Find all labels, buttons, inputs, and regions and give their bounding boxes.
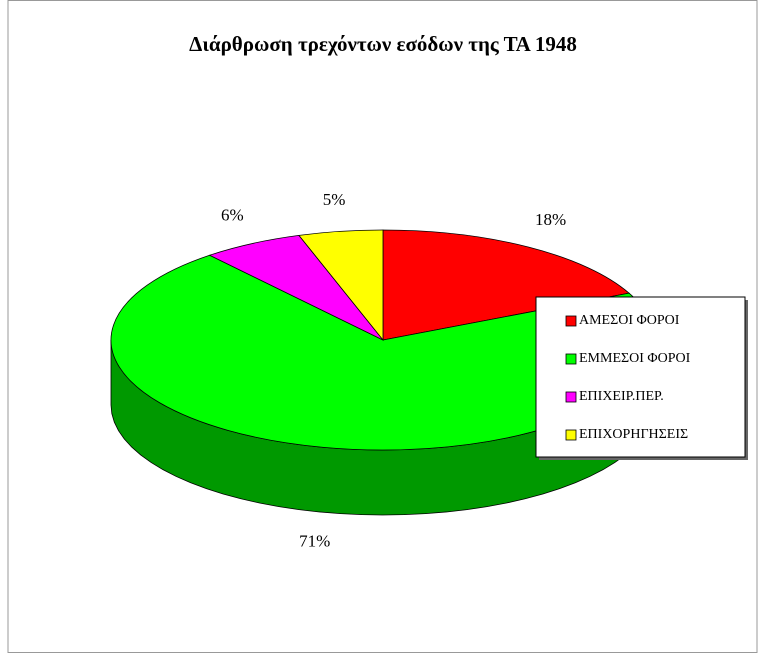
data-label: 6%	[221, 206, 244, 225]
pie-slice	[382, 229, 631, 341]
legend-label: ΕΠΙΧΟΡΗΓΗΣΕΙΣ	[579, 427, 688, 442]
legend-label: ΕΜΜΕΣΟΙ ΦΟΡΟΙ	[579, 351, 691, 366]
legend-swatch	[565, 315, 577, 327]
legend-swatch	[565, 429, 577, 441]
data-label: 5%	[323, 190, 346, 209]
legend-label: ΕΠΙΧΕΙΡ.ΠΕΡ.	[579, 389, 664, 404]
data-label: 71%	[299, 531, 330, 550]
legend-swatch	[565, 353, 577, 365]
data-label: 18%	[535, 210, 566, 229]
chart-title: Διάρθρωση τρεχόντων εσόδων της ΤΑ 1948	[189, 32, 577, 56]
legend-label: ΑΜΕΣΟΙ ΦΟΡΟΙ	[579, 313, 680, 328]
pie-slice	[298, 229, 384, 342]
legend-swatch	[565, 391, 577, 403]
